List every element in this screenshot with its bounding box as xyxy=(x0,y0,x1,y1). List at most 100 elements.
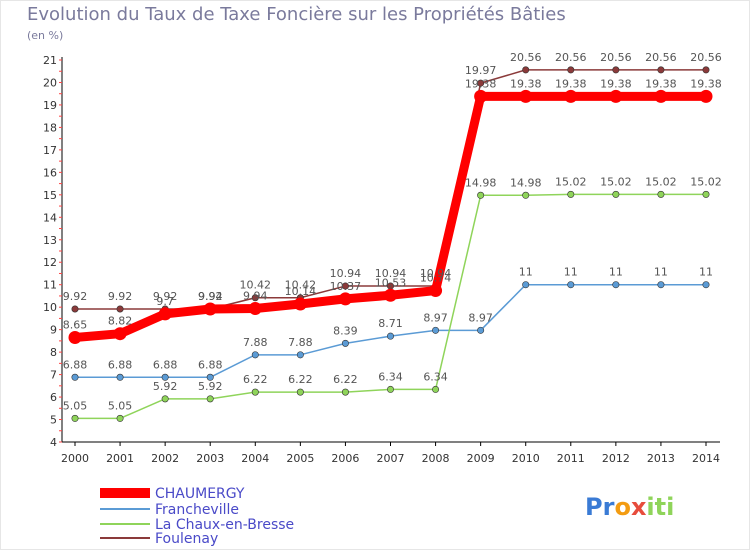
y-tick-label: 16 xyxy=(43,166,57,179)
data-point xyxy=(477,326,485,334)
data-label: 8.39 xyxy=(333,324,358,337)
proxiti-logo: Proxiti xyxy=(585,493,674,521)
chart-title: Evolution du Taux de Taxe Foncière sur l… xyxy=(27,4,566,25)
data-label: 9.92 xyxy=(153,290,178,303)
data-point xyxy=(386,385,394,393)
data-label: 10.94 xyxy=(330,267,362,280)
data-label: 5.05 xyxy=(108,399,133,412)
data-label: 6.22 xyxy=(243,373,268,386)
data-label: 19.97 xyxy=(465,64,497,77)
x-tick-label: 2006 xyxy=(331,452,359,465)
data-label: 19.38 xyxy=(465,77,497,90)
data-label: 9.7 xyxy=(156,295,174,308)
data-label: 8.97 xyxy=(468,311,493,324)
x-tick-label: 2004 xyxy=(241,452,269,465)
data-point xyxy=(384,288,397,302)
data-point xyxy=(609,89,623,103)
data-point xyxy=(116,373,124,381)
logo-letter: o xyxy=(614,493,631,521)
data-point xyxy=(657,281,665,289)
data-label: 20.56 xyxy=(645,51,677,64)
x-tick-label: 2013 xyxy=(647,452,675,465)
x-tick-label: 2010 xyxy=(512,452,540,465)
data-point xyxy=(654,89,668,103)
data-point xyxy=(68,331,82,345)
logo-letter: r xyxy=(603,493,615,521)
data-point xyxy=(429,284,443,298)
data-label: 5.92 xyxy=(198,380,223,393)
data-point xyxy=(113,327,127,341)
data-label: 20.56 xyxy=(690,51,722,64)
data-point xyxy=(161,373,169,381)
data-label: 20.56 xyxy=(600,51,632,64)
data-point xyxy=(702,190,710,198)
data-point xyxy=(161,395,169,403)
data-label: 15.02 xyxy=(690,175,722,188)
data-label: 10.53 xyxy=(375,276,407,289)
data-point xyxy=(386,332,394,340)
data-label: 15.02 xyxy=(600,175,632,188)
data-label: 15.02 xyxy=(555,175,587,188)
series-lines xyxy=(68,66,713,422)
data-point xyxy=(477,79,485,87)
data-label: 8.71 xyxy=(378,317,403,330)
data-point xyxy=(296,388,304,396)
data-point xyxy=(296,351,304,359)
data-label: 14.98 xyxy=(510,176,542,189)
x-tick-label: 2002 xyxy=(151,452,179,465)
data-label: 20.56 xyxy=(555,51,587,64)
y-tick-label: 14 xyxy=(43,211,57,224)
y-tick-label: 17 xyxy=(43,144,57,157)
x-tick-label: 2011 xyxy=(557,452,585,465)
data-point xyxy=(432,326,440,334)
y-tick-label: 19 xyxy=(43,99,57,112)
data-label: 19.38 xyxy=(555,77,587,90)
data-label: 11 xyxy=(654,266,668,279)
data-point xyxy=(71,414,79,422)
data-point xyxy=(522,66,530,74)
data-label: 8.82 xyxy=(108,315,133,328)
x-tick-label: 2000 xyxy=(61,452,89,465)
data-point xyxy=(293,297,307,311)
data-point xyxy=(71,305,79,313)
y-tick-label: 12 xyxy=(43,256,57,269)
data-point xyxy=(251,388,259,396)
y-tick-label: 13 xyxy=(43,234,57,247)
data-label: 6.22 xyxy=(333,373,358,386)
data-point xyxy=(248,302,262,316)
data-point xyxy=(522,281,530,289)
logo-letter: i xyxy=(646,493,654,521)
data-point xyxy=(657,190,665,198)
y-tick-label: 21 xyxy=(43,54,57,67)
x-tick-label: 2005 xyxy=(286,452,314,465)
logo-letter: P xyxy=(585,493,603,521)
data-label: 19.38 xyxy=(690,77,722,90)
logo-letter: t xyxy=(655,493,666,521)
data-label: 5.92 xyxy=(153,380,178,393)
data-point xyxy=(612,66,620,74)
data-point xyxy=(702,281,710,289)
data-label: 6.88 xyxy=(108,358,133,371)
y-tick-label: 20 xyxy=(43,76,57,89)
data-label: 10.37 xyxy=(330,280,362,293)
x-tick-label: 2003 xyxy=(196,452,224,465)
data-point xyxy=(567,66,575,74)
data-point xyxy=(612,281,620,289)
legend-label: La Chaux-en-Bresse xyxy=(155,517,294,533)
data-point xyxy=(116,305,124,313)
data-point xyxy=(564,89,578,103)
data-point xyxy=(338,292,352,306)
data-point xyxy=(158,307,172,321)
data-label: 10.94 xyxy=(420,267,452,280)
data-label: 6.22 xyxy=(288,373,313,386)
data-label: 6.88 xyxy=(153,358,178,371)
data-point xyxy=(477,191,485,199)
data-point xyxy=(116,414,124,422)
x-tick-label: 2007 xyxy=(377,452,405,465)
data-label: 10.94 xyxy=(375,267,407,280)
data-point xyxy=(657,66,665,74)
data-point xyxy=(474,89,488,103)
